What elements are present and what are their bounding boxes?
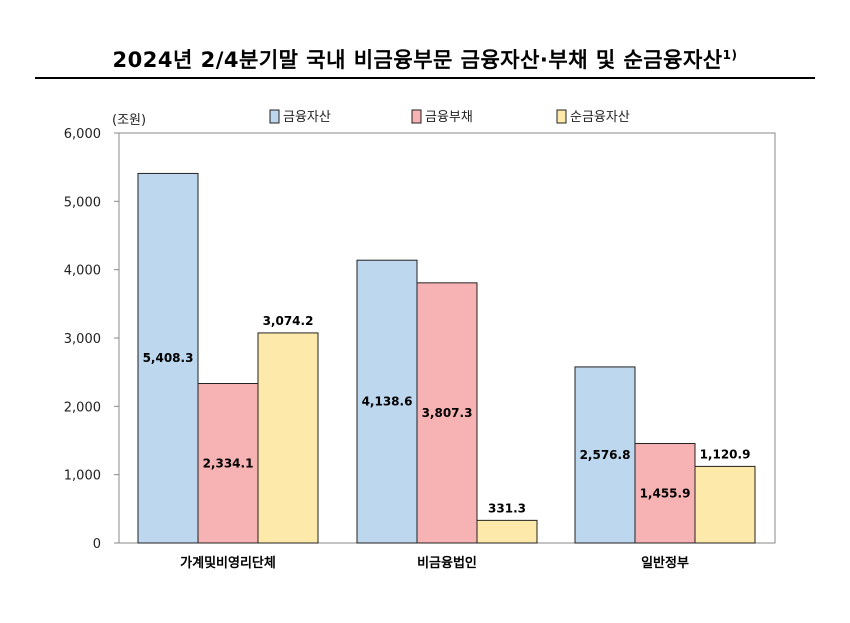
bar-금융부채-비금융법인 (416, 282, 478, 544)
bar-금융부채-가계및비영리단체 (197, 383, 259, 544)
chart-title-text: 2024년 2/4분기말 국내 비금융부문 금융자산·부채 및 순금융자산 (112, 48, 723, 72)
chart-title: 2024년 2/4분기말 국내 비금융부문 금융자산·부채 및 순금융자산1) (0, 44, 850, 74)
y-tick-label: 1,000 (64, 469, 101, 484)
bar-순금융자산-가계및비영리단체 (257, 332, 319, 544)
data-label: 3,074.2 (263, 314, 314, 328)
bar-순금융자산-일반정부 (694, 465, 756, 544)
y-tick-label: 6,000 (64, 127, 101, 142)
legend-swatch (269, 109, 280, 124)
y-axis-ticks: 0 1,000 2,000 3,000 4,000 5,000 6,000 (64, 127, 119, 552)
y-tick-label: 5,000 (64, 195, 101, 210)
y-tick-label: 3,000 (64, 332, 101, 347)
legend-swatch (556, 109, 567, 124)
legend-label: 순금융자산 (570, 110, 630, 125)
y-tick-label: 0 (93, 537, 101, 552)
footnote-mark: 1) (722, 48, 738, 62)
data-label: 1,455.9 (640, 486, 691, 500)
legend-label: 금융자산 (283, 110, 331, 125)
data-label: 2,576.8 (580, 448, 631, 462)
data-label: 1,120.9 (700, 447, 751, 461)
x-category-label: 비금융법인 (417, 555, 477, 571)
legend-swatch (411, 109, 422, 124)
category-labels: 가계및비영리단체 비금융법인 일반정부 (180, 555, 689, 571)
bar-순금융자산-비금융법인 (476, 519, 538, 544)
bars: 5,408.3 2,334.1 3,074.2 4,138.6 3,807.3 331.3… (137, 172, 756, 544)
legend-label: 금융부채 (425, 110, 473, 125)
y-tick-label: 2,000 (64, 400, 101, 415)
data-label: 5,408.3 (143, 351, 194, 365)
x-category-label: 일반정부 (641, 555, 689, 571)
bar-금융자산-비금융법인 (356, 259, 418, 544)
data-label: 3,807.3 (422, 406, 473, 420)
title-underline (35, 77, 815, 79)
bar-금융자산-일반정부 (574, 366, 636, 544)
y-axis-unit: (조원) (112, 113, 146, 128)
data-label: 2,334.1 (203, 456, 254, 470)
data-label: 4,138.6 (362, 395, 413, 409)
x-category-label: 가계및비영리단체 (180, 555, 276, 571)
bar-금융자산-가계및비영리단체 (137, 172, 199, 544)
data-label: 331.3 (488, 501, 526, 515)
y-tick-label: 4,000 (64, 264, 101, 279)
bar-금융부채-일반정부 (634, 443, 696, 544)
legend: 금융자산 금융부채 순금융자산 (269, 109, 630, 125)
